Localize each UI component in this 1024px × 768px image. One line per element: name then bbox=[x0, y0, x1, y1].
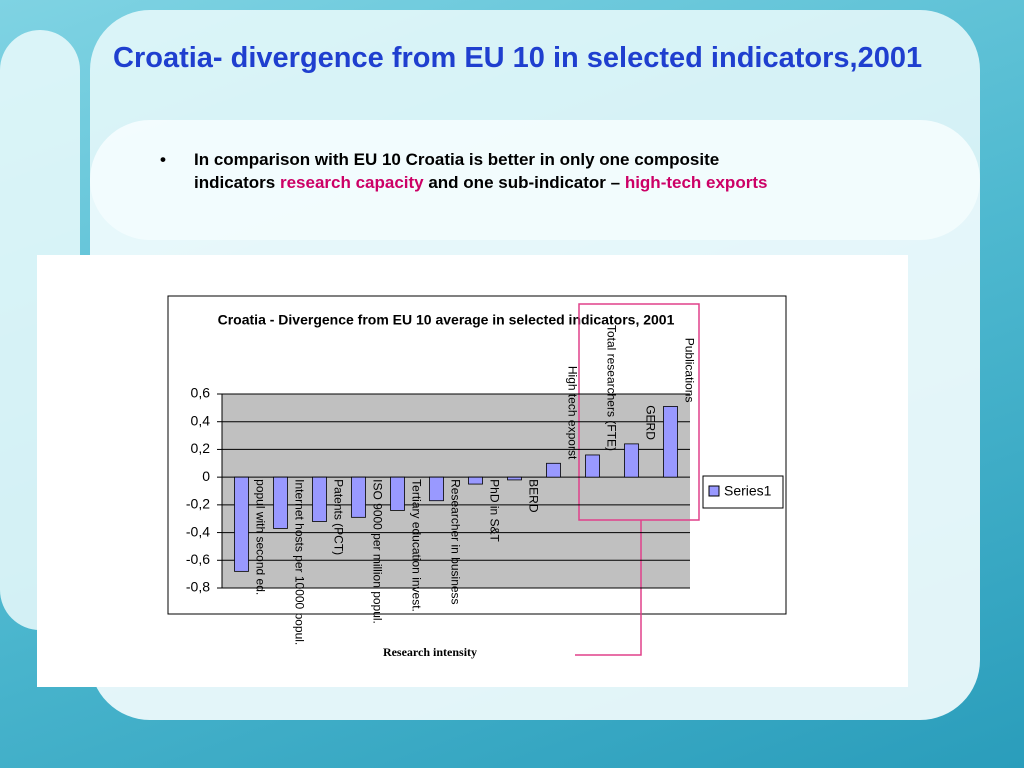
bar bbox=[663, 406, 678, 478]
legend-label: Series1 bbox=[724, 483, 772, 499]
bar bbox=[624, 443, 639, 478]
x-tick-label: Researcher in business bbox=[448, 479, 462, 604]
bar bbox=[546, 462, 561, 478]
highlight-box bbox=[578, 303, 700, 521]
bullet-text: and one sub-indicator – bbox=[423, 173, 625, 192]
bar bbox=[273, 476, 288, 529]
x-tick-label: ISO 9000 per million popul. bbox=[370, 479, 384, 624]
x-tick-label: Publications bbox=[682, 338, 696, 403]
annotation: Research intensity bbox=[383, 645, 477, 659]
x-tick-label: popul with second ed. bbox=[253, 479, 267, 595]
x-tick-label: Internet hosts per 10000 popul. bbox=[292, 479, 306, 645]
y-tick-label: -0,6 bbox=[186, 551, 210, 567]
slide-title: Croatia- divergence from EU 10 in select… bbox=[113, 42, 923, 74]
bullet: • In comparison with EU 10 Croatia is bet… bbox=[160, 148, 774, 194]
x-tick-label: High tech exporst bbox=[565, 366, 579, 460]
bar bbox=[312, 476, 327, 522]
x-tick-label: Patents (PCT) bbox=[331, 479, 345, 555]
x-tick-label: BERD bbox=[526, 479, 540, 513]
chart-title: Croatia - Divergence from EU 10 average … bbox=[218, 312, 675, 328]
bullet-text: high-tech exports bbox=[624, 173, 768, 192]
y-tick-label: 0,2 bbox=[191, 440, 211, 456]
highlight-connector bbox=[575, 520, 642, 656]
bullet-text: In comparison with EU 10 Croatia is bett… bbox=[194, 150, 720, 192]
y-tick-label: 0,4 bbox=[191, 412, 211, 428]
bar bbox=[351, 476, 366, 518]
bar bbox=[468, 476, 483, 485]
bar bbox=[507, 476, 522, 481]
y-tick-label: -0,2 bbox=[186, 496, 210, 512]
x-tick-label: Tertiary education invest. bbox=[409, 479, 423, 612]
bar bbox=[585, 454, 600, 478]
y-tick-label: 0,6 bbox=[191, 385, 211, 401]
y-tick-label: -0,8 bbox=[186, 579, 210, 595]
bullet-text: research capacity bbox=[279, 173, 424, 192]
y-tick-label: 0 bbox=[202, 468, 210, 484]
plot-area bbox=[222, 394, 690, 588]
bullet-dot: • bbox=[160, 150, 166, 169]
bar bbox=[390, 476, 405, 511]
x-tick-label: GERD bbox=[643, 405, 657, 440]
y-tick-label: -0,4 bbox=[186, 523, 210, 539]
x-tick-label: PhD in S&T bbox=[487, 479, 501, 542]
legend-swatch bbox=[708, 485, 720, 497]
x-tick-label: Total researchers (FTE) bbox=[604, 325, 618, 451]
bar bbox=[429, 476, 444, 502]
bar bbox=[234, 476, 249, 572]
